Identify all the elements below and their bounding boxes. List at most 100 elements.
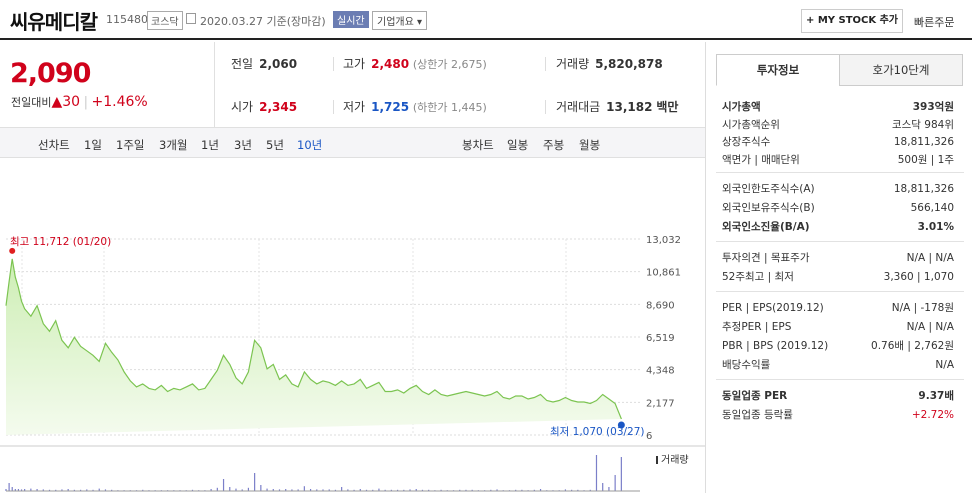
volume-bar <box>67 489 69 491</box>
volume-bar <box>309 489 312 491</box>
volume-bar <box>328 489 330 491</box>
info-value: 0.76배 | 2,762원 <box>871 340 954 352</box>
period-0[interactable]: 1일 <box>84 138 102 152</box>
y-tick-label: 8,690 <box>646 300 675 311</box>
volume-bar <box>210 489 212 491</box>
company-overview-dropdown[interactable]: 기업개요 ▾ <box>372 11 427 30</box>
info-key: 동일업종 등락률 <box>722 409 793 421</box>
stock-name: 씨유메디칼 <box>10 10 98 34</box>
info-row: 추정PER | EPS N/A | N/A <box>722 318 954 336</box>
volume-bar <box>353 489 355 491</box>
volume-bar <box>98 488 100 491</box>
volume-bar <box>92 489 94 491</box>
volume-bar <box>490 489 492 491</box>
info-value: N/A | N/A <box>906 321 954 333</box>
volume-bar <box>55 489 57 491</box>
candle-0[interactable]: 일봉 <box>507 138 529 152</box>
volume-bar <box>403 489 405 491</box>
period-1[interactable]: 1주일 <box>116 138 145 152</box>
tab-invest-info[interactable]: 투자정보 <box>716 54 840 86</box>
volume-bar <box>521 489 523 491</box>
volume-bar <box>533 489 535 491</box>
volume-bar <box>396 489 399 491</box>
stock-code: 115480 <box>106 13 148 26</box>
volume-bar <box>595 455 598 491</box>
volume-bar <box>260 485 262 491</box>
info-row: 배당수익률 N/A <box>722 356 954 374</box>
stat-amount: 거래대금 13,182 백만 <box>556 100 679 114</box>
volume-bar <box>564 489 567 491</box>
stat-prev: 전일 2,060 <box>231 57 298 71</box>
volume-bar <box>254 473 256 491</box>
volume-bar <box>421 489 424 491</box>
volume-bar <box>471 489 473 491</box>
line-chart-label: 선차트 <box>38 138 70 152</box>
volume-bar <box>14 489 16 491</box>
volume-bar <box>316 489 318 491</box>
change-abs: 30 <box>62 94 81 110</box>
volume-bar <box>5 489 7 491</box>
period-5[interactable]: 5년 <box>266 138 284 152</box>
up-arrow-icon: ▲ <box>51 94 63 110</box>
info-tabs: 투자정보 호가10단계 <box>716 54 964 86</box>
volume-bar <box>48 489 51 491</box>
info-key: 배당수익률 <box>722 359 771 371</box>
volume-bar <box>415 489 417 491</box>
tab-orderbook[interactable]: 호가10단계 <box>839 54 963 86</box>
y-tick-label: 2,177 <box>646 398 675 409</box>
max-label: 최고 11,712 (01/20) <box>10 236 111 248</box>
volume-bar <box>291 489 293 491</box>
volume-bar <box>222 479 225 491</box>
info-row: 동일업종 PER 9.37배 <box>722 387 954 405</box>
chart-svg: 13,032 10,861 8,690 6,519 4,348 2,177 6 최고 11,7… <box>0 235 705 492</box>
volume-bar <box>440 489 442 491</box>
candle-2[interactable]: 월봉 <box>579 138 601 152</box>
info-row: 액면가 | 매매단위 500원 | 1주 <box>722 151 954 169</box>
period-2[interactable]: 3개월 <box>159 138 188 152</box>
info-key: 투자의견 | 목표주가 <box>722 252 810 264</box>
period-4[interactable]: 3년 <box>234 138 252 152</box>
volume-bar <box>247 487 250 491</box>
info-value: 3,360 | 1,070 <box>883 271 954 283</box>
volume-bar <box>11 487 13 491</box>
info-row: 시가총액순위 코스닥 984위 <box>722 116 954 134</box>
volume-bar <box>365 489 368 491</box>
info-row: PER | EPS(2019.12) N/A | -178원 <box>722 299 954 317</box>
info-value: 9.37배 <box>918 390 954 402</box>
volume-bar <box>571 489 573 491</box>
period-3[interactable]: 1년 <box>201 138 219 152</box>
info-key: 외국인보유주식수(B) <box>722 202 815 214</box>
volume-bar <box>428 489 430 491</box>
info-row: 상장주식수 18,811,326 <box>722 133 954 151</box>
realtime-button[interactable]: 실시간 <box>333 11 369 28</box>
volume-bar <box>322 489 324 491</box>
stat-volume: 거래량 5,820,878 <box>556 57 663 71</box>
candle-chart-label: 봉차트 <box>462 138 494 152</box>
period-toolbar: 선차트 1일 1주일 3개월 1년 3년 5년 10년 봉차트 일봉 주봉 월봉 <box>0 128 705 158</box>
my-stock-add-button[interactable]: + MY STOCK 추가 <box>801 9 903 33</box>
info-value: N/A | -178원 <box>891 302 954 314</box>
volume-bar <box>378 488 380 491</box>
info-value: 18,811,326 <box>893 136 954 148</box>
stat-open: 시가 2,345 <box>231 100 298 114</box>
period-6[interactable]: 10년 <box>297 138 323 152</box>
volume-bar <box>216 487 218 491</box>
info-value: +2.72% <box>911 409 954 421</box>
market-badge: 코스닥 <box>147 11 183 30</box>
info-row: PBR | BPS (2019.12) 0.76배 | 2,762원 <box>722 337 954 355</box>
current-price: 2,090 <box>10 58 91 89</box>
info-row: 52주최고 | 최저 3,360 | 1,070 <box>722 268 954 286</box>
info-key: 추정PER | EPS <box>722 321 792 333</box>
change-pct: +1.46% <box>91 94 148 110</box>
candle-1[interactable]: 주봉 <box>543 138 565 152</box>
info-row: 외국인보유주식수(B) 566,140 <box>722 199 954 217</box>
price-box: 2,090 전일대비▲30 | +1.46% <box>0 42 215 128</box>
volume-legend-icon <box>656 456 658 464</box>
quick-order-link[interactable]: 빠른주문 <box>914 16 955 29</box>
volume-bar <box>142 489 144 491</box>
volume-bar <box>241 489 243 491</box>
volume-bar <box>266 488 268 491</box>
info-row: 동일업종 등락률 +2.72% <box>722 406 954 424</box>
volume-bar <box>577 489 579 491</box>
info-value: 566,140 <box>910 202 954 214</box>
